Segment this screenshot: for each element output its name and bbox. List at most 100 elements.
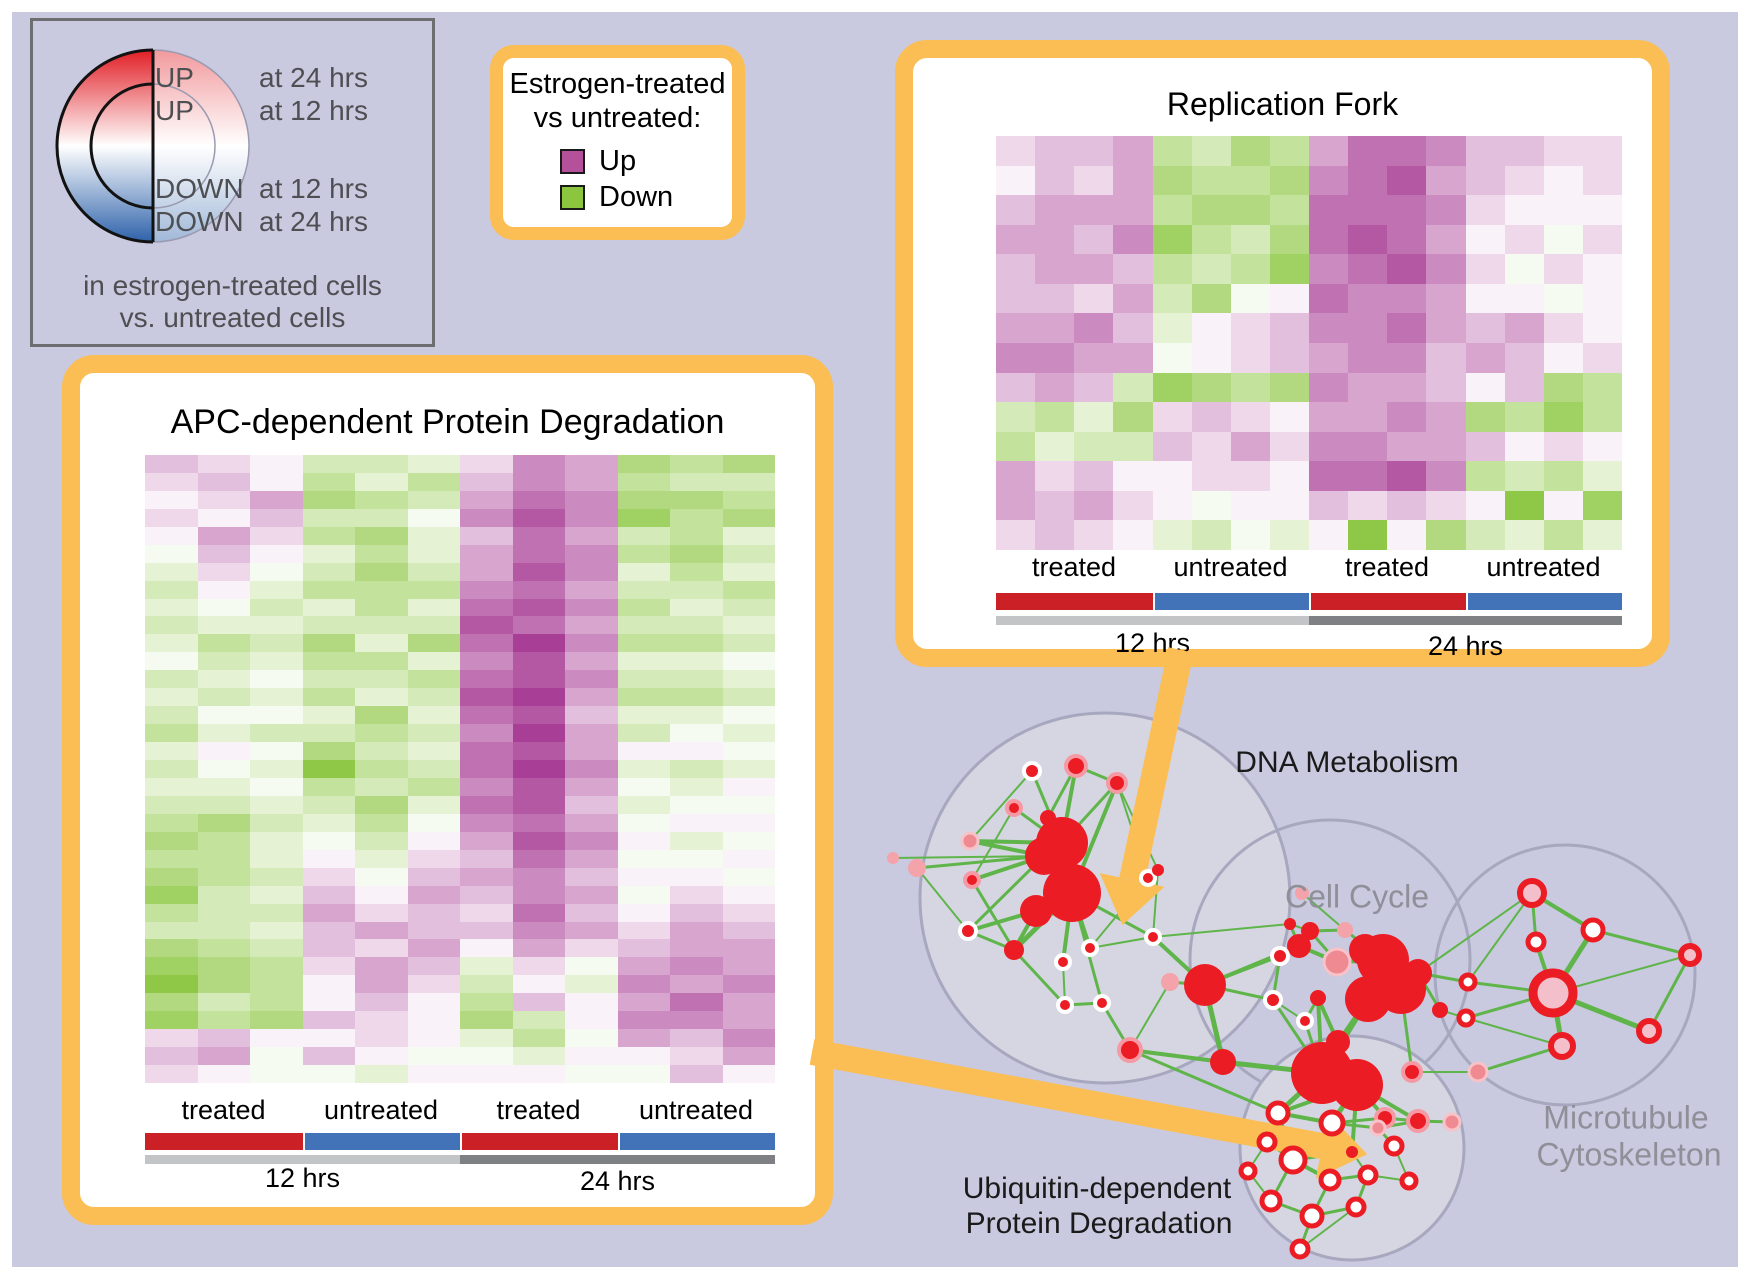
heatmap-cell <box>565 526 618 545</box>
heatmap-cell <box>1035 490 1075 521</box>
heatmap-cell <box>512 634 565 653</box>
heatmap-cell <box>197 508 250 527</box>
heatmap-cell <box>1348 195 1388 225</box>
heatmap-cell <box>145 508 198 527</box>
heatmap-cell <box>302 813 355 832</box>
time-bar-24hrs <box>460 1155 775 1164</box>
heatmap-cell <box>250 742 303 761</box>
heatmap-cell <box>1504 224 1544 255</box>
heatmap-cell <box>1309 313 1349 343</box>
condition-bar-untreated <box>304 1133 460 1150</box>
heatmap-cell <box>1348 136 1388 166</box>
heatmap-cell <box>250 1047 303 1066</box>
reg-word-down-12: DOWN <box>155 173 244 204</box>
rf-time-label-12hrs: 12 hrs <box>1114 628 1191 658</box>
heatmap-cell <box>197 1065 250 1083</box>
heatmap-cell <box>617 939 670 958</box>
heatmap-cell <box>1426 490 1466 521</box>
heatmap-cell <box>1269 254 1309 284</box>
heatmap-cell <box>1348 224 1388 255</box>
heatmap-cell <box>460 885 513 904</box>
heatmap-cell <box>1269 136 1309 166</box>
heatmap-cell <box>460 813 513 832</box>
heatmap-cell <box>1269 431 1309 462</box>
heatmap-cell <box>355 975 408 994</box>
heatmap-cell <box>670 975 723 994</box>
heatmap-cell <box>145 562 198 581</box>
heatmap-cell <box>512 544 565 563</box>
heatmap-cell <box>722 939 775 958</box>
heatmap-cell <box>302 634 355 653</box>
heatmap-cell <box>355 867 408 886</box>
heatmap-cell <box>302 831 355 850</box>
heatmap-cell <box>1269 224 1309 255</box>
heatmap-cell <box>996 313 1036 343</box>
heatmap-cell <box>1074 254 1114 284</box>
heatmap-cell <box>1035 224 1075 255</box>
heatmap-cell <box>1387 136 1427 166</box>
heatmap-cell <box>512 706 565 725</box>
heatmap-cell <box>460 777 513 796</box>
legend-item-down: Down <box>560 181 673 213</box>
heatmap-cell <box>617 634 670 653</box>
heatmap-cell <box>407 777 460 796</box>
heatmap-cell <box>1152 254 1192 284</box>
heatmap-cell <box>1191 490 1231 521</box>
heatmap-cell <box>722 490 775 509</box>
heatmap-cell <box>617 1047 670 1066</box>
apc-group-label-untreated-12: untreated <box>323 1095 439 1125</box>
heatmap-cell <box>1269 313 1309 343</box>
heatmap-cell <box>617 1065 670 1083</box>
heatmap-cell <box>617 849 670 868</box>
heatmap-cell <box>250 993 303 1012</box>
reg-time-24: at 24 hrs <box>259 62 368 93</box>
heatmap-cell <box>145 1029 198 1048</box>
heatmap-cell <box>407 1029 460 1048</box>
heatmap-cell <box>670 849 723 868</box>
cluster-label-ubiquitin-line1: Ubiquitin-dependent <box>962 1172 1232 1205</box>
heatmap-cell <box>460 831 513 850</box>
heatmap-cell <box>1074 402 1114 432</box>
heatmap-cell <box>512 957 565 976</box>
heatmap-cell <box>145 957 198 976</box>
heatmap-cell <box>1348 254 1388 284</box>
heatmap-cell <box>1426 431 1466 462</box>
heatmap-cell <box>670 885 723 904</box>
heatmap-cell <box>460 795 513 814</box>
heatmap-cell <box>302 1047 355 1066</box>
heatmap-cell <box>670 544 723 563</box>
heatmap-cell <box>250 455 303 473</box>
heatmap-cell <box>670 742 723 761</box>
regulation-legend-box: UP at 24 hrs UP at 12 hrs DOWN at 12 hrs… <box>30 18 435 347</box>
replication-heatmap <box>996 136 1622 550</box>
heatmap-cell <box>197 652 250 671</box>
heatmap-cell <box>1582 224 1622 255</box>
heatmap-cell <box>722 813 775 832</box>
heatmap-cell <box>1113 254 1153 284</box>
heatmap-cell <box>407 849 460 868</box>
heatmap-cell <box>617 903 670 922</box>
heatmap-cell <box>355 1065 408 1083</box>
heatmap-cell <box>302 652 355 671</box>
heatmap-cell <box>1543 490 1583 521</box>
heatmap-cell <box>722 885 775 904</box>
heatmap-cell <box>1230 342 1270 373</box>
heatmap-cell <box>722 831 775 850</box>
reg-word-up-12: UP <box>155 95 194 126</box>
heatmap-cell <box>302 598 355 617</box>
heatmap-cell <box>407 1011 460 1030</box>
heatmap-cell <box>1152 195 1192 225</box>
heatmap-cell <box>1387 254 1427 284</box>
heatmap-cell <box>1582 136 1622 166</box>
heatmap-cell <box>1074 313 1114 343</box>
heatmap-cell <box>1074 372 1114 403</box>
estrogen-legend-box: Estrogen-treated vs untreated: Up Down <box>490 45 745 240</box>
heatmap-cell <box>512 742 565 761</box>
heatmap-cell <box>1309 136 1349 166</box>
heatmap-cell <box>670 472 723 491</box>
heatmap-cell <box>250 526 303 545</box>
estrogen-legend-title-line2: vs untreated: <box>533 102 702 134</box>
heatmap-cell <box>722 562 775 581</box>
heatmap-cell <box>355 760 408 778</box>
heatmap-cell <box>302 795 355 814</box>
